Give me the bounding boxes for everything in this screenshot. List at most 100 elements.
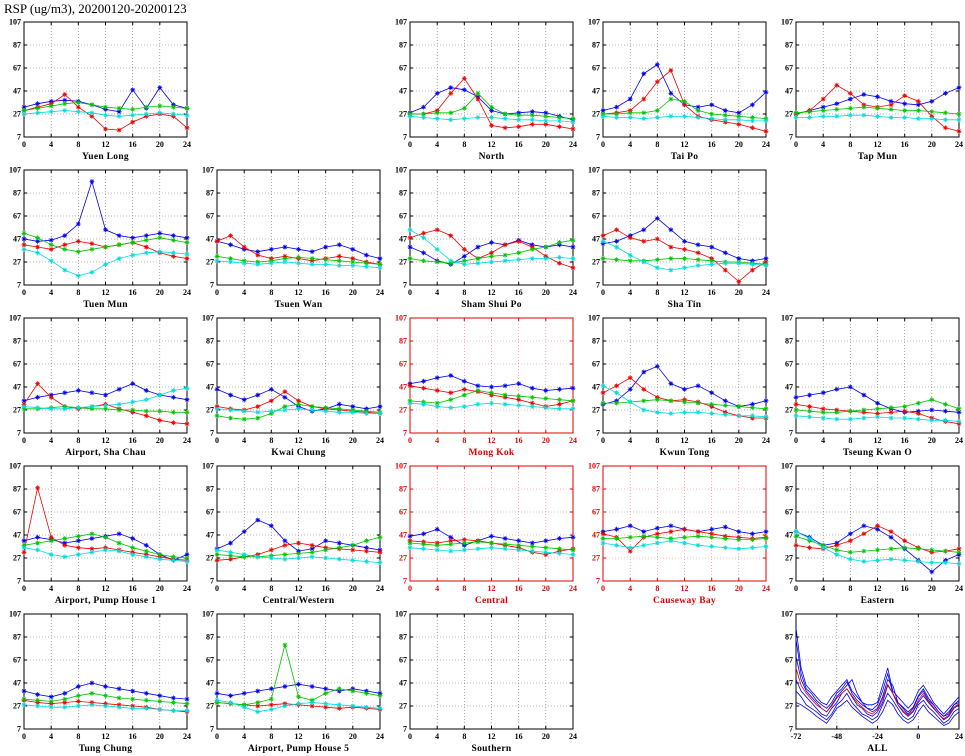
chart-title: Tap Mun: [858, 152, 898, 162]
x-tick-label: 16: [515, 584, 523, 593]
x-tick-label: 20: [156, 288, 164, 297]
y-tick-label: 7: [403, 725, 407, 734]
x-tick-label: 4: [242, 732, 246, 741]
series-markers-cyan: [21, 702, 190, 713]
plot-border: [602, 465, 767, 582]
y-tick-label: 87: [592, 189, 600, 198]
y-tick-label: 47: [592, 235, 600, 244]
x-tick-label: 8: [462, 584, 466, 593]
x-tick-label: 0: [916, 732, 920, 741]
x-tick-label: 16: [708, 584, 716, 593]
y-tick-label: 107: [202, 610, 214, 619]
y-tick-label: 47: [206, 235, 214, 244]
x-tick-label: 0: [601, 288, 605, 297]
y-tick-label: 107: [9, 314, 21, 323]
grid-cell: [772, 164, 965, 312]
y-tick-label: 107: [9, 18, 21, 27]
plot-border: [23, 613, 188, 730]
plot-border: [216, 317, 381, 434]
x-tick-label: 4: [49, 584, 53, 593]
plot-border: [216, 465, 381, 582]
plot-border: [23, 317, 188, 434]
y-tick-label: 47: [785, 87, 793, 96]
y-tick-label: 107: [395, 18, 407, 27]
x-tick-label: 0: [794, 140, 798, 149]
grid-cell: 7 27 47 67 87 107 0 4 8 12 16 20 24 Airport, Pump Hou…: [0, 460, 193, 608]
chart-kwai-chung: 7 27 47 67 87 107 0 4 8 12 16 20 24 Kwai Chung: [202, 314, 384, 459]
y-tick-label: 7: [789, 577, 793, 586]
chart-title: Tsuen Wan: [275, 300, 323, 310]
chart-title: Kwun Tong: [660, 448, 710, 458]
x-tick-label: 20: [542, 732, 550, 741]
x-tick-label: 0: [408, 584, 412, 593]
gridlines: [796, 614, 959, 729]
x-tick-label: 20: [735, 584, 743, 593]
chart-central: 7 27 47 67 87 107 0 4 8 12 16 20 24 Central: [395, 462, 577, 607]
chart-title: Central: [475, 596, 508, 606]
chart-title: Tuen Mun: [83, 300, 128, 310]
series-line-station-a: [795, 627, 960, 715]
chart-title: Central/Western: [262, 596, 334, 606]
y-tick-label: 7: [210, 725, 214, 734]
x-tick-label: 24: [955, 436, 963, 445]
chart-title: Yuen Long: [82, 152, 129, 162]
y-tick-label: 27: [592, 110, 600, 119]
chart-title: Tseung Kwan O: [843, 448, 912, 458]
series-markers-cyan: [21, 545, 190, 564]
y-tick-label: 67: [592, 508, 600, 517]
y-tick-label: 107: [781, 314, 793, 323]
x-tick-label: 8: [76, 140, 80, 149]
series-markers-cyan: [407, 227, 576, 267]
y-tick-label: 87: [206, 633, 214, 642]
chart-causeway-bay: 7 27 47 67 87 107 0 4 8 12 16 20 24 Causeway Bay: [588, 462, 770, 607]
y-tick-label: 27: [206, 702, 214, 711]
x-tick-label: 24: [955, 140, 963, 149]
x-tick-label: 0: [408, 140, 412, 149]
chart-mong-kok: 7 27 47 67 87 107 0 4 8 12 16 20 24 Mong Kok: [395, 314, 577, 459]
x-tick-label: 24: [569, 436, 577, 445]
x-tick-label: 20: [928, 436, 936, 445]
y-tick-label: 47: [785, 679, 793, 688]
grid-cell: [193, 16, 386, 164]
y-tick-label: 7: [210, 281, 214, 290]
x-tick-label: 24: [762, 288, 770, 297]
y-tick-label: 87: [785, 633, 793, 642]
y-tick-label: 87: [13, 41, 21, 50]
series-markers-green: [21, 100, 190, 113]
y-tick-label: 67: [785, 656, 793, 665]
x-tick-label: 4: [821, 436, 825, 445]
series-markers-cyan: [407, 545, 576, 557]
y-tick-label: 47: [13, 531, 21, 540]
y-tick-label: 67: [399, 360, 407, 369]
plot-border: [409, 317, 574, 434]
y-tick-label: 47: [399, 87, 407, 96]
x-tick-label: 20: [735, 140, 743, 149]
y-tick-label: 67: [206, 360, 214, 369]
y-tick-label: 47: [399, 531, 407, 540]
grid-cell: 7 27 47 67 87 107 0 4 8 12 16 20 24 Tap Mun: [772, 16, 965, 164]
x-tick-label: 12: [681, 436, 689, 445]
x-tick-label: 20: [349, 288, 357, 297]
x-tick-label: 24: [762, 584, 770, 593]
x-tick-label: 16: [515, 732, 523, 741]
chart-eastern: 7 27 47 67 87 107 0 4 8 12 16 20 24 Eastern: [781, 462, 963, 607]
x-tick-label: 16: [322, 436, 330, 445]
y-tick-label: 27: [13, 702, 21, 711]
plot-border: [602, 317, 767, 434]
y-tick-label: 47: [13, 679, 21, 688]
gridlines: [410, 170, 573, 285]
y-tick-label: 7: [789, 133, 793, 142]
x-tick-label: 16: [129, 732, 137, 741]
x-tick-label: 8: [462, 732, 466, 741]
y-tick-label: 67: [206, 508, 214, 517]
x-tick-label: 0: [22, 732, 26, 741]
y-tick-label: 7: [210, 429, 214, 438]
y-tick-label: 87: [13, 633, 21, 642]
plot-border: [23, 465, 188, 582]
x-tick-label: 24: [183, 436, 191, 445]
x-tick-label: 20: [156, 584, 164, 593]
x-tick-label: 12: [102, 584, 110, 593]
y-tick-label: 47: [399, 679, 407, 688]
y-tick-label: 87: [592, 337, 600, 346]
x-tick-label: 16: [708, 140, 716, 149]
